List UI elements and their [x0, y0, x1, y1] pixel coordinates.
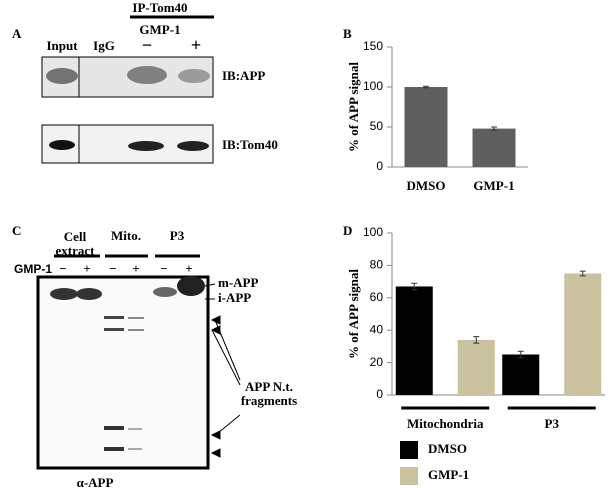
y-tick-label: 20	[370, 355, 384, 369]
y-axis-label: % of APP signal	[346, 62, 361, 152]
error-bar	[473, 336, 480, 344]
band-label: APP N.t. fragments	[240, 379, 298, 408]
y-tick-label: 50	[370, 119, 384, 133]
fraction-label: P3	[170, 228, 185, 243]
error-bar	[491, 126, 497, 131]
sign: −	[59, 261, 66, 276]
treatment-label: GMP-1	[139, 22, 180, 37]
blot-label: IB:Tom40	[222, 137, 278, 152]
y-tick-label: 60	[370, 290, 384, 304]
legend-label: DMSO	[428, 441, 467, 456]
panel-label: B	[343, 26, 352, 41]
sign: +	[83, 261, 90, 276]
legend-label: GMP-1	[428, 467, 469, 482]
legend-swatch	[400, 441, 418, 459]
panel-label: C	[12, 223, 21, 238]
bar	[564, 273, 602, 395]
error-bar	[423, 85, 429, 89]
blot-label: IB:APP	[222, 68, 265, 83]
panel-label: A	[12, 26, 22, 41]
blot	[36, 275, 210, 470]
y-tick-label: 150	[363, 39, 383, 53]
blot	[41, 56, 214, 98]
error-bar	[579, 270, 586, 277]
antibody-label: α-APP	[77, 475, 114, 490]
x-tick-label: Mitochondria	[407, 416, 484, 431]
y-tick-label: 100	[363, 79, 383, 93]
treatment-label: GMP-1	[14, 262, 52, 276]
bar	[472, 128, 516, 167]
lane-label: IgG	[93, 38, 115, 53]
error-bar	[411, 282, 418, 291]
y-tick-label: 80	[370, 258, 384, 272]
y-tick-label: 100	[363, 225, 383, 239]
fraction-label: Cell extract	[55, 229, 95, 258]
y-tick-label: 0	[376, 387, 383, 401]
lane-label: Input	[46, 38, 78, 53]
bar	[404, 87, 448, 167]
sign: −	[160, 261, 167, 276]
sign: −	[109, 261, 116, 276]
panel-label: D	[343, 223, 352, 238]
x-tick-label: GMP-1	[473, 178, 514, 193]
fraction-label: Mito.	[111, 228, 141, 243]
y-tick-label: 40	[370, 322, 384, 336]
bar	[395, 286, 433, 395]
lane-label: −	[142, 35, 152, 55]
legend-swatch	[400, 467, 418, 485]
x-tick-label: P3	[545, 416, 560, 431]
x-tick-label: DMSO	[407, 178, 446, 193]
bar	[502, 354, 540, 395]
error-bar	[517, 350, 524, 359]
lane-label: +	[191, 35, 201, 55]
ip-label: IP-Tom40	[132, 0, 187, 15]
band-label: m-APP	[218, 275, 258, 290]
y-axis-label: % of APP signal	[346, 269, 361, 359]
sign: +	[132, 261, 139, 276]
arrows	[204, 283, 241, 458]
y-tick-label: 0	[376, 159, 383, 173]
blot	[41, 124, 214, 164]
bar	[457, 339, 495, 395]
band-label: i-APP	[218, 290, 251, 305]
sign: +	[185, 261, 192, 276]
